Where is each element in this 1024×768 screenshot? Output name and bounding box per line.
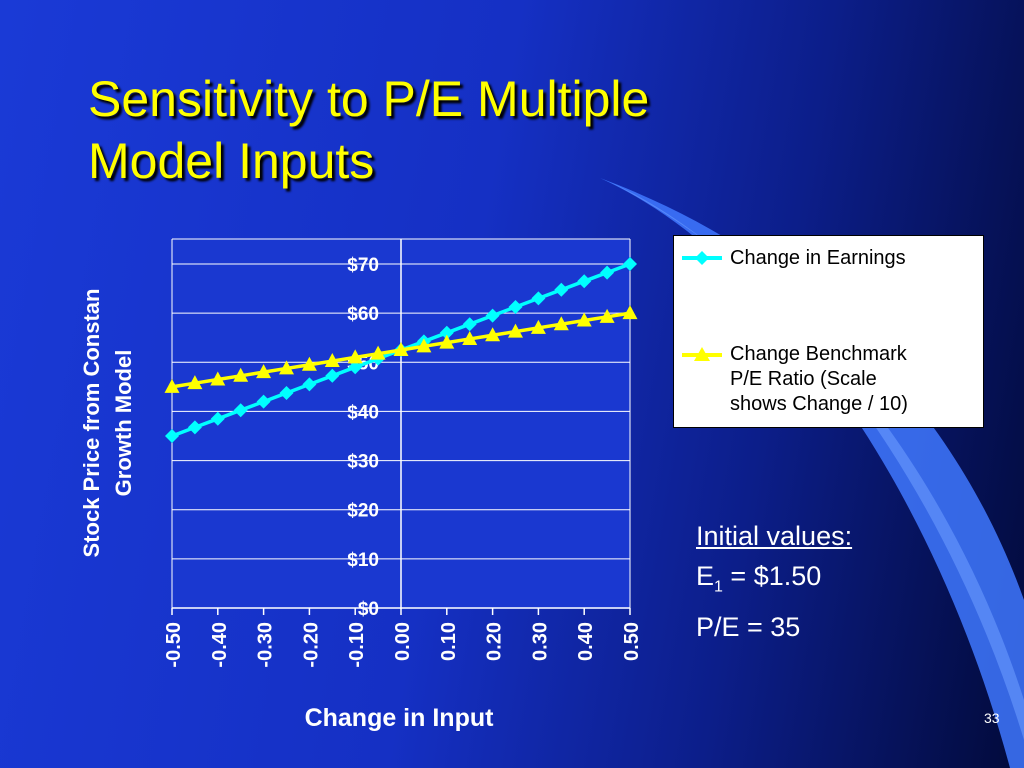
x-tick-label: -0.50 xyxy=(163,622,185,668)
legend-label-pe-line2: P/E Ratio (Scale xyxy=(730,368,877,390)
legend-swatch-diamond-icon xyxy=(682,250,722,266)
x-tick-label: 0.10 xyxy=(438,622,460,661)
y-axis-label-line2: Growth Model xyxy=(111,350,136,497)
y-tick-label: $0 xyxy=(358,599,379,620)
x-tick-label: 0.00 xyxy=(392,622,414,661)
x-axis-label: Change in Input xyxy=(305,704,495,732)
y-tick-label: $30 xyxy=(347,452,379,473)
x-tick-label: 0.40 xyxy=(575,622,597,661)
initial-values-box: Initial values: E1 = $1.50 P/E = 35 xyxy=(696,516,852,647)
page-number: 33 xyxy=(984,710,1000,726)
x-tick-label: -0.40 xyxy=(209,622,231,668)
initial-earnings: E1 = $1.50 xyxy=(696,556,852,607)
legend-label-pe-line1: Change Benchmark xyxy=(730,343,907,365)
x-tick-label: -0.30 xyxy=(255,622,277,668)
y-tick-label: $60 xyxy=(347,304,379,325)
y-tick-label: $40 xyxy=(347,402,379,423)
x-tick-label: 0.30 xyxy=(529,622,551,661)
earnings-label: E xyxy=(696,561,714,591)
legend-swatch-triangle-icon xyxy=(682,346,722,362)
earnings-subscript: 1 xyxy=(714,578,723,595)
y-axis-label-line1: Stock Price from Constan xyxy=(79,289,104,558)
x-tick-label: -0.20 xyxy=(300,622,322,668)
x-tick-label: 0.50 xyxy=(621,622,643,661)
earnings-value: = $1.50 xyxy=(723,561,821,591)
legend-label-pe-ratio: Change Benchmark P/E Ratio (Scale shows … xyxy=(730,342,985,417)
initial-values-heading: Initial values: xyxy=(696,516,852,556)
chart-legend: Change in Earnings Change Benchmark P/E … xyxy=(673,235,984,428)
legend-label-earnings: Change in Earnings xyxy=(730,246,985,271)
legend-label-pe-line3: shows Change / 10) xyxy=(730,393,908,415)
y-tick-label: $70 xyxy=(347,255,379,276)
y-tick-label: $10 xyxy=(347,550,379,571)
x-tick-label: -0.10 xyxy=(346,622,368,668)
y-tick-label: $20 xyxy=(347,501,379,522)
initial-pe: P/E = 35 xyxy=(696,607,852,647)
x-tick-label: 0.20 xyxy=(484,622,506,661)
